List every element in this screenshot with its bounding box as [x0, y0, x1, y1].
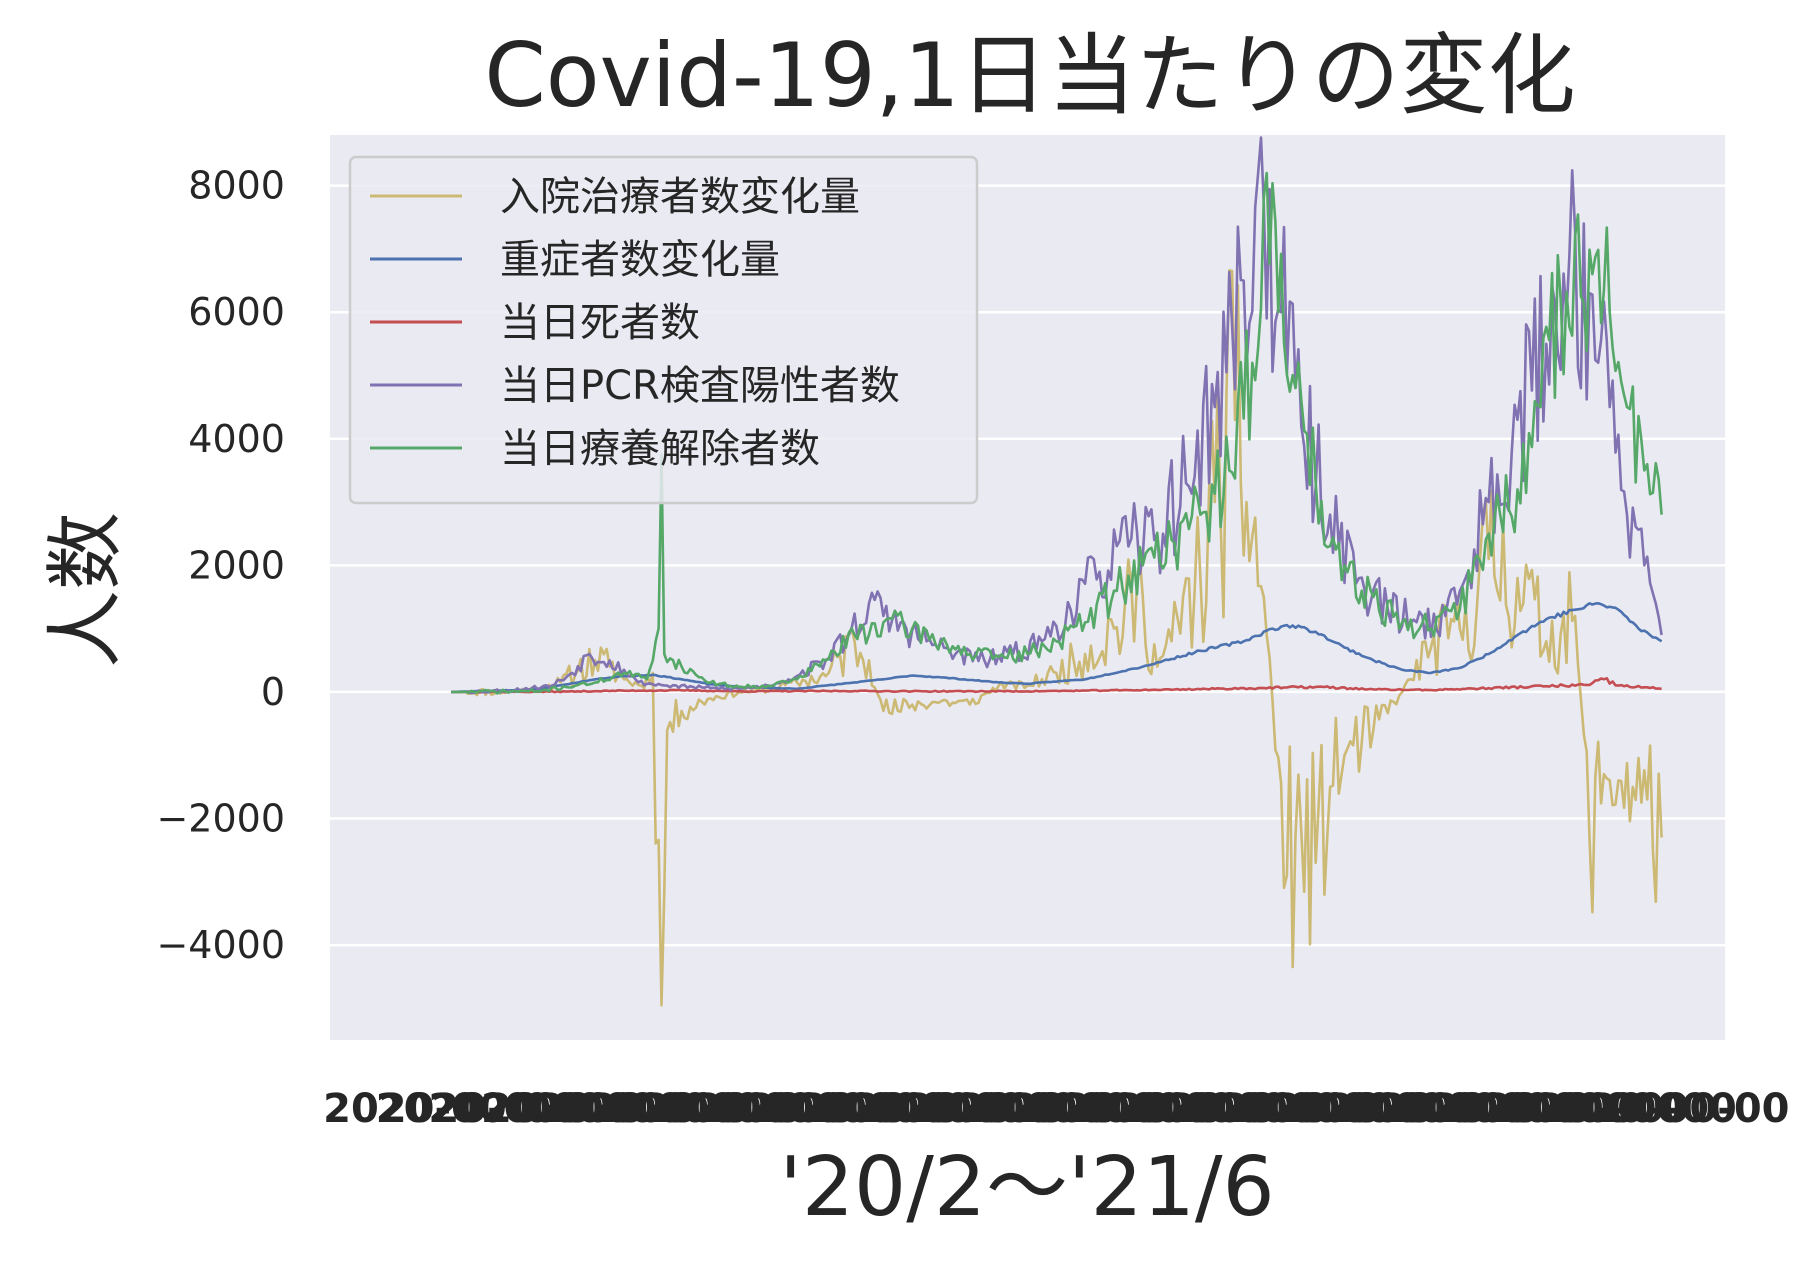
y-tick-label: 2000	[188, 543, 285, 587]
legend-label: 入院治療者数変化量	[500, 174, 860, 220]
x-tick-label: 2020-00-00	[1323, 1086, 1579, 1132]
x-tick-label: 2020-00-00	[376, 1086, 632, 1132]
x-tick-label: 2020-00-00	[1271, 1086, 1527, 1132]
x-tick-label: 2020-00-00	[692, 1086, 948, 1132]
x-tick-label: 2020-00-00	[797, 1086, 1053, 1132]
x-tick-label: 2020-00-00	[1376, 1086, 1632, 1132]
x-tick-label: 2020-00-00	[1428, 1086, 1684, 1132]
legend-label: 重症者数変化量	[500, 237, 780, 283]
x-tick-label: 2020-00-00	[1165, 1086, 1421, 1132]
x-axis-label: '20/2〜'21/6	[779, 1140, 1274, 1235]
x-tick-label: 2020-00-00	[1218, 1086, 1474, 1132]
x-tick-label: 2020-00-00	[323, 1086, 579, 1132]
x-tick-label: 2020-00-00	[481, 1086, 737, 1132]
legend-box	[348, 155, 979, 505]
x-tick-label: 2020-00-00	[1060, 1086, 1316, 1132]
y-tick-label: 0	[261, 670, 285, 714]
x-tick-label: 2020-00-00	[1007, 1086, 1263, 1132]
y-axis-label: 人数	[41, 512, 131, 668]
y-tick-label: −4000	[156, 923, 285, 967]
x-tick-labels: 2020-00-002020-00-002020-00-002020-00-00…	[323, 1086, 1789, 1132]
series-line-1	[451, 601, 1663, 694]
x-tick-label: 2020-00-00	[1113, 1086, 1369, 1132]
x-tick-label: 2020-00-00	[639, 1086, 895, 1132]
x-tick-label: 2020-00-00	[1481, 1086, 1737, 1132]
x-tick-label: 2020-00-00	[902, 1086, 1158, 1132]
x-tick-label: 2020-00-00	[955, 1086, 1211, 1132]
series-line-2	[451, 676, 1662, 694]
x-tick-label: 2020-00-00	[849, 1086, 1105, 1132]
y-tick-label: 8000	[188, 164, 285, 208]
x-tick-label: 2020-00-00	[586, 1086, 842, 1132]
x-tick-label: 2020-00-00	[1534, 1086, 1790, 1132]
series-line-0	[451, 269, 1663, 1007]
legend-label: 当日死者数	[500, 300, 700, 346]
x-tick-label: 2020-00-00	[534, 1086, 790, 1132]
y-tick-labels: −4000 −2000 0 2000 4000 6000 8000	[156, 164, 285, 967]
x-tick-label: 2020-00-00	[744, 1086, 1000, 1132]
series-line-4	[451, 171, 1663, 695]
data-lines	[451, 136, 1663, 1007]
legend-label: 当日PCR検査陽性者数	[500, 363, 900, 409]
y-tick-label: 4000	[188, 417, 285, 461]
chart-title: Covid-19,1日当たりの変化	[484, 24, 1575, 127]
x-tick-label: 2020-00-00	[428, 1086, 684, 1132]
series-line-3	[451, 136, 1663, 695]
legend-label: 当日療養解除者数	[500, 426, 820, 472]
y-tick-label: −2000	[156, 796, 285, 840]
y-tick-label: 6000	[188, 290, 285, 334]
